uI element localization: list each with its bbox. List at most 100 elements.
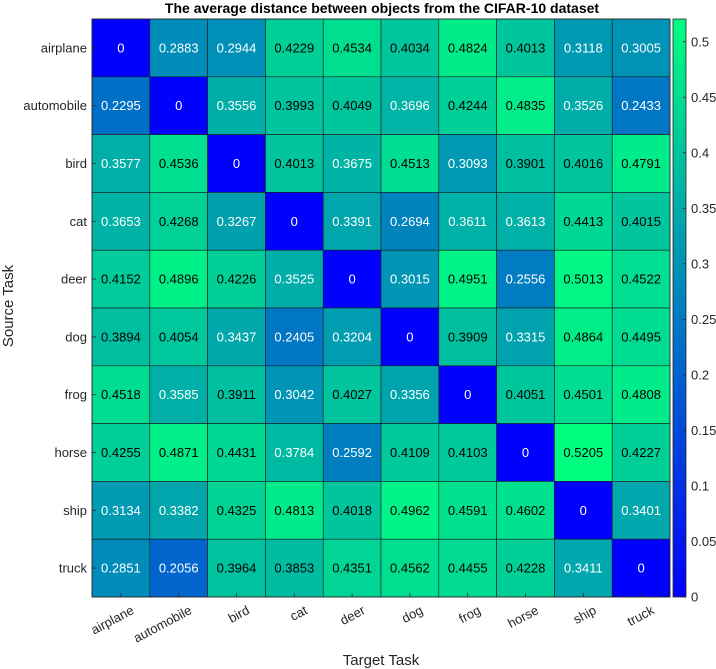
y-tick-label: bird xyxy=(65,156,87,171)
heatmap-cell xyxy=(438,76,497,135)
heatmap-cell xyxy=(149,423,208,482)
cell-value-label: 0.4808 xyxy=(621,387,661,402)
cell-value-label: 0.3675 xyxy=(332,156,372,171)
colorbar-tick-label: 0.15 xyxy=(691,423,716,438)
cell-value-label: 0.4871 xyxy=(159,445,199,460)
heatmap-cell xyxy=(554,423,613,482)
heatmap-cell xyxy=(91,18,151,78)
cell-value-label: 0.4229 xyxy=(274,40,314,55)
cell-value-label: 0.2883 xyxy=(159,40,199,55)
cell-value-label: 0.3784 xyxy=(274,445,314,460)
cell-value-label: 0.3853 xyxy=(274,561,314,576)
heatmap-cell xyxy=(380,481,440,540)
cell-value-label: 0.3556 xyxy=(217,98,257,113)
cell-value-label: 0.4962 xyxy=(390,503,430,518)
heatmap-cell xyxy=(496,423,555,482)
cell-value-label: 0 xyxy=(580,503,587,518)
heatmap-cell xyxy=(149,481,208,540)
cell-value-label: 0.4013 xyxy=(274,156,314,171)
cell-value-label: 0.3911 xyxy=(217,387,256,402)
cell-value-label: 0.4152 xyxy=(101,272,141,287)
heatmap-cell xyxy=(554,365,613,424)
chart-title: The average distance between objects fro… xyxy=(165,0,599,16)
cell-value-label: 0.4513 xyxy=(390,156,430,171)
heatmap-cell xyxy=(554,481,613,540)
colorbar-tick-label: 0.5 xyxy=(691,34,709,49)
y-tick-label: ship xyxy=(63,503,87,518)
heatmap-cell xyxy=(496,18,555,78)
cell-value-label: 0.4791 xyxy=(621,156,661,171)
cell-value-label: 0 xyxy=(117,40,124,55)
cell-value-label: 0.3015 xyxy=(390,272,430,287)
cell-value-label: 0.4054 xyxy=(159,329,199,344)
cell-value-label: 0.3134 xyxy=(101,503,141,518)
cell-value-label: 0.4027 xyxy=(332,387,372,402)
cell-value-label: 0.4602 xyxy=(506,503,546,518)
cell-value-label: 0.3437 xyxy=(217,329,257,344)
cell-value-label: 0.2851 xyxy=(101,561,141,576)
cell-value-label: 0.3525 xyxy=(274,272,314,287)
cell-value-label: 0.4109 xyxy=(390,445,430,460)
cell-value-label: 0.2592 xyxy=(332,445,372,460)
heatmap-cell xyxy=(207,249,266,309)
x-tick-label: bird xyxy=(226,602,252,625)
cell-value-label: 0.3993 xyxy=(274,98,314,113)
heatmap-cell xyxy=(91,538,151,598)
cell-value-label: 0.3577 xyxy=(101,156,141,171)
cell-value-label: 0.4351 xyxy=(332,561,372,576)
cell-value-label: 0.4016 xyxy=(563,156,603,171)
heatmap-cell xyxy=(496,538,555,598)
heatmap-cell xyxy=(322,423,382,482)
cell-value-label: 0.4013 xyxy=(506,40,546,55)
heatmap-cell xyxy=(322,481,382,540)
cell-value-label: 0.4495 xyxy=(621,329,661,344)
cell-value-label: 0.4226 xyxy=(217,272,257,287)
heatmap-cell xyxy=(380,192,440,251)
cell-value-label: 0.2944 xyxy=(217,40,257,55)
heatmap-cell xyxy=(554,307,613,367)
y-tick-label: airplane xyxy=(41,40,87,55)
x-tick-label: cat xyxy=(287,602,310,624)
colorbar-tick-label: 0.3 xyxy=(691,256,709,271)
heatmap-cell xyxy=(265,365,324,424)
cell-value-label: 0.3411 xyxy=(564,561,603,576)
cell-value-label: 0.4268 xyxy=(159,214,199,229)
heatmap-cell xyxy=(438,538,497,598)
y-tick-labels: airplane automobile bird cat deer dog frog hors… xyxy=(23,40,96,576)
cell-value-label: 0.4536 xyxy=(159,156,199,171)
heatmap-cell xyxy=(380,365,440,424)
cell-value-label: 0 xyxy=(233,156,240,171)
cell-value-label: 0.4018 xyxy=(332,503,372,518)
colorbar-tick-label: 0 xyxy=(691,590,698,605)
cell-value-label: 0.3356 xyxy=(390,387,430,402)
heatmap-cell xyxy=(611,249,671,309)
cell-value-label: 0.3653 xyxy=(101,214,141,229)
heatmap-cell xyxy=(207,307,266,367)
cell-value-label: 0.3611 xyxy=(448,214,487,229)
colorbar-tick-label: 0.2 xyxy=(691,367,709,382)
heatmap-cell xyxy=(611,76,671,135)
cell-value-label: 0.2056 xyxy=(159,561,199,576)
colorbar-tick-label: 0.1 xyxy=(691,478,709,493)
heatmap-cell xyxy=(322,249,382,309)
colorbar-tick-label: 0.05 xyxy=(691,534,716,549)
heatmap-cell xyxy=(91,192,151,251)
x-tick-label: truck xyxy=(625,602,657,629)
x-tick-label: deer xyxy=(337,602,368,628)
cell-value-label: 0.3964 xyxy=(217,561,257,576)
plot-frame xyxy=(91,18,671,598)
heatmap-cell xyxy=(91,365,151,424)
heatmap-cells: 0 0.2883 0.2944 0.4229 0.4534 0.4034 0.4824 0.4… xyxy=(91,18,671,598)
heatmap-cell xyxy=(149,249,208,309)
colorbar-tick-label: 0.45 xyxy=(691,90,716,105)
heatmap-cell xyxy=(611,365,671,424)
cell-value-label: 0 xyxy=(175,98,182,113)
cell-value-label: 0.4103 xyxy=(448,445,488,460)
cell-value-label: 0.3093 xyxy=(448,156,488,171)
heatmap-cell xyxy=(322,18,382,78)
cell-value-label: 0.3118 xyxy=(564,40,603,55)
y-tick-label: cat xyxy=(70,214,88,229)
heatmap-cell xyxy=(438,423,497,482)
cell-value-label: 0.4049 xyxy=(332,98,372,113)
heatmap-cell xyxy=(207,76,266,135)
